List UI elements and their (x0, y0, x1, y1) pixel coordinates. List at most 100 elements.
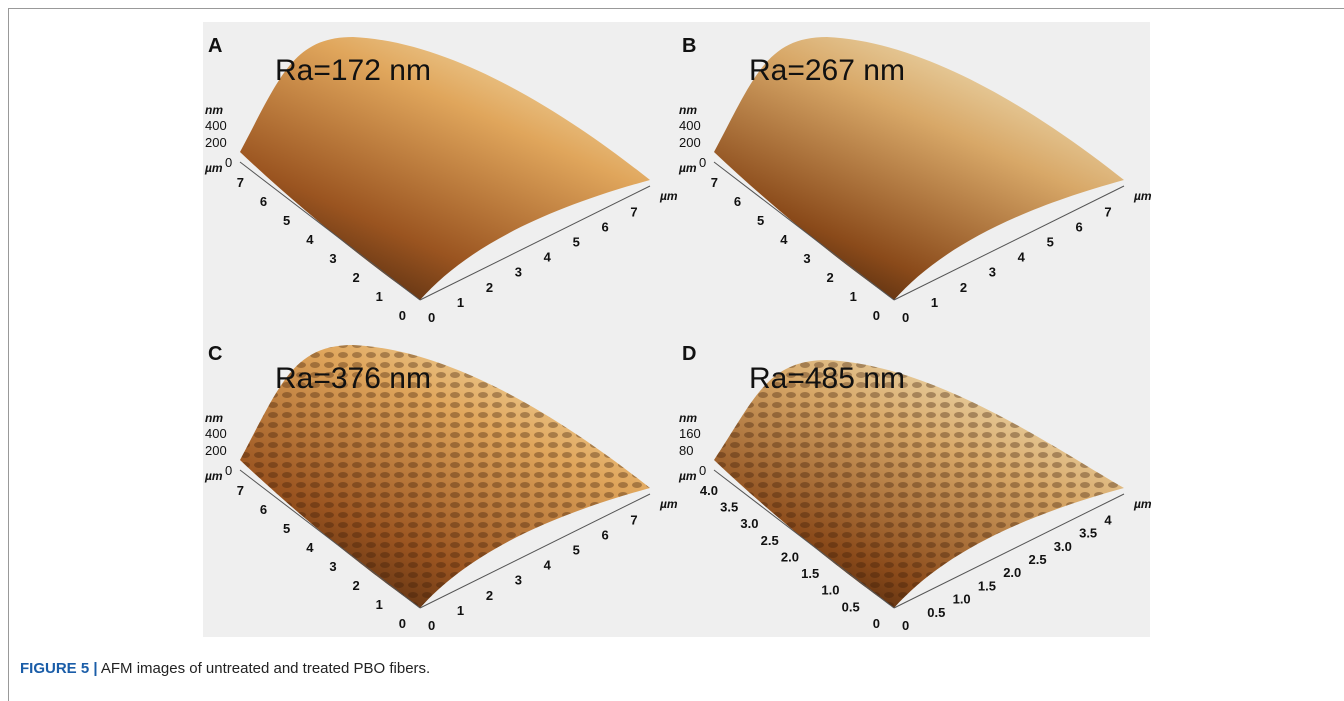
right-tick: 6 (601, 219, 608, 234)
z-tick: 400 (205, 118, 227, 133)
z-zero: 0 (225, 155, 232, 170)
left-tick: 0 (873, 616, 880, 631)
panel-letter: C (208, 343, 222, 365)
frame (8, 8, 9, 701)
left-tick: 2.0 (781, 549, 799, 564)
right-tick: 3 (989, 265, 996, 280)
ra-label: Ra=376 nm (275, 362, 431, 395)
right-tick: 5 (573, 543, 580, 558)
right-tick: 2 (486, 588, 493, 603)
right-tick: 1.5 (978, 578, 996, 593)
left-tick: 7 (237, 483, 244, 498)
caption: FIGURE 5 | AFM images of untreated and t… (20, 660, 430, 677)
axis-line (239, 161, 421, 301)
ra-label: Ra=485 nm (749, 362, 905, 395)
left-tick: 4 (780, 232, 788, 247)
right-tick: 6 (1075, 219, 1082, 234)
left-tick: 3 (803, 251, 810, 266)
z-zero: 0 (699, 155, 706, 170)
axis-line (239, 469, 421, 609)
right-tick: 7 (1104, 204, 1111, 219)
left-tick: 1 (850, 289, 857, 304)
caption-label: FIGURE 5 | (20, 660, 98, 677)
left-tick: 5 (283, 521, 290, 536)
z-unit: nm (205, 103, 223, 117)
left-tick: 2 (352, 578, 359, 593)
left-tick: 1.0 (821, 583, 839, 598)
right-tick: 0 (902, 310, 909, 325)
right-tick: 5 (1047, 235, 1054, 250)
frame (8, 8, 1344, 9)
right-tick: 7 (630, 512, 637, 527)
left-tick: 1 (376, 597, 383, 612)
left-tick: 3.0 (740, 516, 758, 531)
z-tick: 80 (679, 443, 693, 458)
left-tick: 3.5 (720, 499, 738, 514)
z-tick: 200 (205, 135, 227, 150)
right-tick: 0 (902, 618, 909, 633)
left-tick: 7 (711, 175, 718, 190)
right-tick: 3 (515, 573, 522, 588)
right-unit: µm (1133, 189, 1152, 203)
right-unit: µm (659, 497, 678, 511)
left-tick: 6 (734, 194, 741, 209)
surface-texture (714, 360, 1124, 608)
right-tick: 1 (457, 603, 464, 618)
left-tick: 0 (873, 308, 880, 323)
z-unit: nm (679, 411, 697, 425)
z-tick: 400 (679, 118, 701, 133)
right-tick: 1 (457, 295, 464, 310)
right-tick: 6 (601, 527, 608, 542)
axis-line (419, 185, 651, 301)
right-unit: µm (1133, 497, 1152, 511)
left-tick: 3 (329, 251, 336, 266)
right-tick: 2.0 (1003, 565, 1021, 580)
left-tick: 1.5 (801, 566, 819, 581)
right-tick: 4 (544, 250, 552, 265)
left-tick: 6 (260, 194, 267, 209)
ra-label: Ra=267 nm (749, 54, 905, 87)
left-tick: 0 (399, 308, 406, 323)
base-unit: µm (204, 161, 223, 175)
right-tick: 0.5 (927, 605, 945, 620)
z-tick: 400 (205, 426, 227, 441)
left-tick: 4.0 (700, 483, 718, 498)
right-tick: 4 (1104, 512, 1112, 527)
axis-line (713, 469, 895, 609)
right-tick: 3 (515, 265, 522, 280)
left-tick: 2 (352, 270, 359, 285)
right-tick: 2.5 (1029, 552, 1047, 567)
base-unit: µm (678, 161, 697, 175)
left-tick: 1 (376, 289, 383, 304)
right-tick: 0 (428, 310, 435, 325)
z-tick: 200 (205, 443, 227, 458)
panel-letter: D (682, 343, 696, 365)
right-tick: 1.0 (953, 592, 971, 607)
left-tick: 6 (260, 502, 267, 517)
axis-line (893, 493, 1125, 609)
left-tick: 0 (399, 616, 406, 631)
left-tick: 3 (329, 559, 336, 574)
right-unit: µm (659, 189, 678, 203)
axis-line (419, 493, 651, 609)
right-tick: 4 (1018, 250, 1026, 265)
axis-line (713, 161, 895, 301)
caption-text: AFM images of untreated and treated PBO … (100, 660, 431, 677)
z-zero: 0 (225, 463, 232, 478)
z-tick: 200 (679, 135, 701, 150)
afm-surface (240, 37, 650, 300)
ra-label: Ra=172 nm (275, 54, 431, 87)
left-tick: 5 (757, 213, 764, 228)
z-tick: 160 (679, 426, 701, 441)
right-tick: 0 (428, 618, 435, 633)
left-tick: 4 (306, 232, 314, 247)
right-tick: 4 (544, 558, 552, 573)
base-unit: µm (678, 469, 697, 483)
left-tick: 7 (237, 175, 244, 190)
right-tick: 2 (960, 280, 967, 295)
surface-texture (240, 345, 650, 608)
panel-letter: A (208, 35, 222, 57)
z-unit: nm (679, 103, 697, 117)
